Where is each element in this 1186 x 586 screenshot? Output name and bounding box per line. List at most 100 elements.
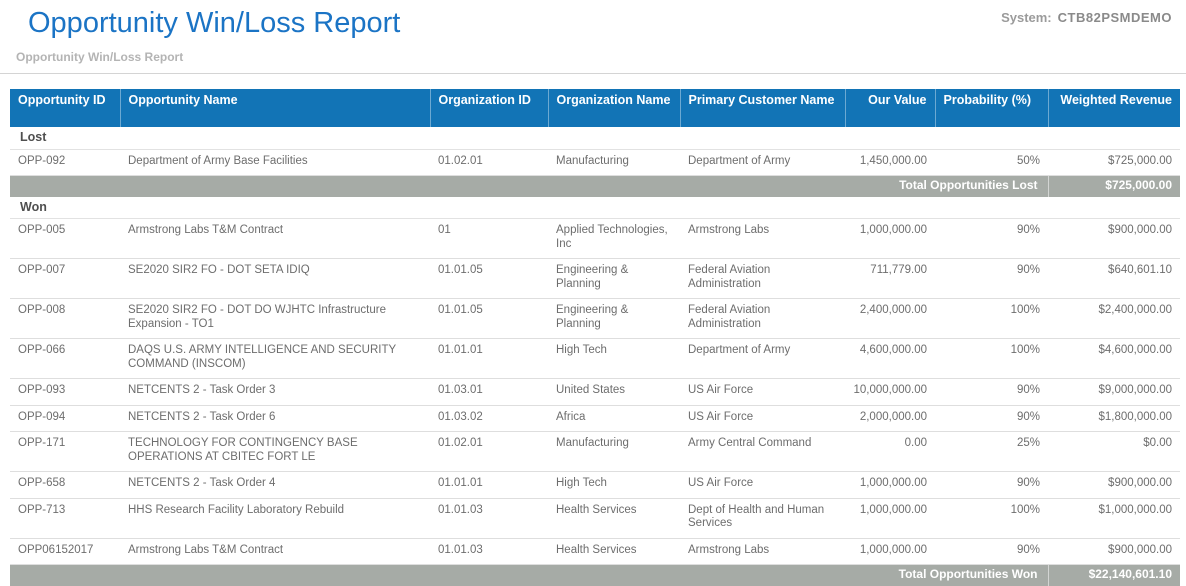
cell-name: NETCENTS 2 - Task Order 6 [120, 405, 430, 432]
table-row: OPP-007 SE2020 SIR2 FO - DOT SETA IDIQ 01.… [10, 258, 1180, 299]
cell-id: OPP-008 [10, 298, 120, 339]
cell-org-id: 01 [430, 218, 548, 259]
cell-weighted-revenue: $2,400,000.00 [1048, 298, 1180, 339]
cell-weighted-revenue: $900,000.00 [1048, 538, 1180, 565]
report-subtitle: Opportunity Win/Loss Report [16, 50, 184, 64]
cell-org-name: High Tech [548, 338, 680, 379]
cell-customer: Dept of Health and Human Services [680, 498, 845, 539]
cell-id: OPP06152017 [10, 538, 120, 565]
cell-customer: US Air Force [680, 471, 845, 499]
cell-name: TECHNOLOGY FOR CONTINGENCY BASE OPERATIO… [120, 431, 430, 472]
cell-name: Armstrong Labs T&M Contract [120, 538, 430, 565]
column-header-our-value: Our Value [844, 89, 935, 127]
cell-org-id: 01.01.01 [430, 471, 548, 499]
cell-customer: Armstrong Labs [680, 538, 845, 565]
cell-name: Armstrong Labs T&M Contract [120, 218, 430, 259]
section-label: Won [10, 196, 1180, 219]
cell-weighted-revenue: $0.00 [1048, 431, 1180, 472]
cell-our-value: 2,000,000.00 [845, 405, 935, 432]
cell-customer: US Air Force [680, 378, 845, 406]
system-label: System: [1001, 10, 1052, 25]
report-table: Opportunity ID Opportunity Name Organizati… [10, 89, 1180, 586]
table-row: OPP-093 NETCENTS 2 - Task Order 3 01.03.01… [10, 378, 1180, 406]
table-row: OPP-066 DAQS U.S. ARMY INTELLIGENCE AND S… [10, 338, 1180, 379]
cell-our-value: 1,450,000.00 [845, 149, 935, 176]
cell-org-id: 01.01.05 [430, 298, 548, 339]
cell-probability: 25% [935, 431, 1048, 472]
cell-probability: 50% [935, 149, 1048, 176]
cell-name: DAQS U.S. ARMY INTELLIGENCE AND SECURITY… [120, 338, 430, 379]
cell-weighted-revenue: $1,800,000.00 [1048, 405, 1180, 432]
cell-our-value: 711,779.00 [845, 258, 935, 299]
cell-org-id: 01.02.01 [430, 431, 548, 472]
cell-probability: 90% [935, 378, 1048, 406]
cell-id: OPP-066 [10, 338, 120, 379]
cell-id: OPP-007 [10, 258, 120, 299]
cell-id: OPP-658 [10, 471, 120, 499]
cell-our-value: 1,000,000.00 [845, 538, 935, 565]
total-value: $725,000.00 [1047, 175, 1180, 197]
column-header-opportunity-id: Opportunity ID [10, 89, 120, 127]
table-row: OPP-171 TECHNOLOGY FOR CONTINGENCY BASE O… [10, 431, 1180, 472]
total-row-won: Total Opportunities Won $22,140,601.10 [10, 564, 1180, 586]
total-label: Total Opportunities Lost [10, 175, 1048, 197]
cell-our-value: 0.00 [845, 431, 935, 472]
cell-org-name: Africa [548, 405, 680, 432]
section-row-lost: Lost [10, 127, 1180, 150]
cell-org-id: 01.01.03 [430, 498, 548, 539]
cell-org-name: United States [548, 378, 680, 406]
cell-customer: Army Central Command [680, 431, 845, 472]
cell-weighted-revenue: $900,000.00 [1048, 471, 1180, 499]
cell-org-id: 01.03.01 [430, 378, 548, 406]
cell-customer: Department of Army [680, 338, 845, 379]
table-row: OPP-713 HHS Research Facility Laboratory … [10, 498, 1180, 539]
table-header-row: Opportunity ID Opportunity Name Organizati… [10, 89, 1180, 127]
cell-name: NETCENTS 2 - Task Order 4 [120, 471, 430, 499]
cell-id: OPP-171 [10, 431, 120, 472]
cell-weighted-revenue: $1,000,000.00 [1048, 498, 1180, 539]
total-value: $22,140,601.10 [1047, 564, 1180, 586]
cell-name: Department of Army Base Facilities [120, 149, 430, 176]
table-row: OPP-005 Armstrong Labs T&M Contract 01 Appl… [10, 218, 1180, 259]
header-divider [0, 73, 1186, 74]
cell-name: SE2020 SIR2 FO - DOT DO WJHTC Infrastruc… [120, 298, 430, 339]
cell-probability: 90% [935, 218, 1048, 259]
section-row-won: Won [10, 196, 1180, 219]
cell-org-id: 01.01.03 [430, 538, 548, 565]
cell-our-value: 10,000,000.00 [845, 378, 935, 406]
table-row: OPP06152017 Armstrong Labs T&M Contract 01… [10, 538, 1180, 565]
cell-org-name: Health Services [548, 538, 680, 565]
column-header-organization-id: Organization ID [429, 89, 548, 127]
cell-name: HHS Research Facility Laboratory Rebuild [120, 498, 430, 539]
cell-org-id: 01.03.02 [430, 405, 548, 432]
system-value: CTB82PSMDEMO [1057, 10, 1172, 25]
table-row: OPP-094 NETCENTS 2 - Task Order 6 01.03.02… [10, 405, 1180, 432]
cell-org-name: Applied Technologies, Inc [548, 218, 680, 259]
cell-weighted-revenue: $640,601.10 [1048, 258, 1180, 299]
cell-customer: Federal Aviation Administration [680, 298, 845, 339]
report-header: Opportunity Win/Loss Report System: CTB82… [0, 0, 1186, 40]
cell-id: OPP-005 [10, 218, 120, 259]
table-row: OPP-658 NETCENTS 2 - Task Order 4 01.01.01… [10, 471, 1180, 499]
cell-probability: 90% [935, 471, 1048, 499]
cell-our-value: 1,000,000.00 [845, 218, 935, 259]
cell-org-name: Manufacturing [548, 149, 680, 176]
table-row: OPP-008 SE2020 SIR2 FO - DOT DO WJHTC Inf… [10, 298, 1180, 339]
cell-weighted-revenue: $4,600,000.00 [1048, 338, 1180, 379]
table-header: Opportunity ID Opportunity Name Organizati… [10, 89, 1180, 127]
cell-id: OPP-092 [10, 149, 120, 176]
cell-org-name: Manufacturing [548, 431, 680, 472]
cell-customer: Federal Aviation Administration [680, 258, 845, 299]
section-label: Lost [10, 127, 1180, 150]
cell-customer: US Air Force [680, 405, 845, 432]
cell-name: SE2020 SIR2 FO - DOT SETA IDIQ [120, 258, 430, 299]
table-row: OPP-092 Department of Army Base Facilitie… [10, 149, 1180, 176]
cell-id: OPP-094 [10, 405, 120, 432]
cell-org-id: 01.01.05 [430, 258, 548, 299]
cell-our-value: 1,000,000.00 [845, 471, 935, 499]
cell-weighted-revenue: $900,000.00 [1048, 218, 1180, 259]
column-header-probability: Probability (%) [934, 89, 1048, 127]
column-header-organization-name: Organization Name [547, 89, 680, 127]
cell-weighted-revenue: $725,000.00 [1048, 149, 1180, 176]
